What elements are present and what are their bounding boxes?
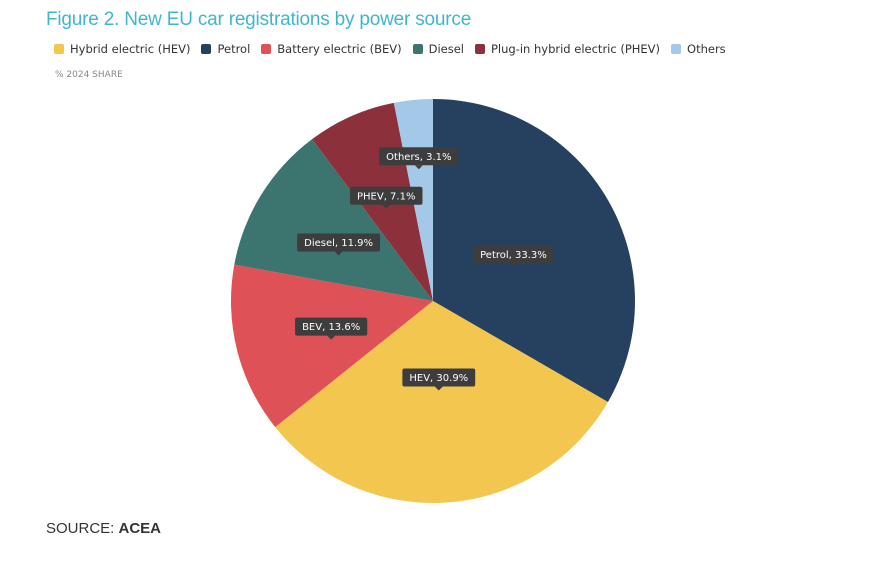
data-label-box: [402, 368, 476, 387]
data-label-text: BEV, 13.6%: [302, 322, 360, 333]
pie-slice-hev[interactable]: [275, 301, 608, 503]
data-label-box: [379, 147, 459, 166]
legend-item-2[interactable]: Battery electric (BEV): [261, 42, 402, 56]
legend-label: Diesel: [428, 42, 464, 56]
chart-legend: Hybrid electric (HEV) Petrol Battery elect…: [54, 42, 737, 56]
legend-swatch: [412, 44, 423, 54]
legend-swatch: [671, 44, 682, 54]
data-label-pointer: [334, 251, 343, 256]
legend-swatch: [54, 44, 64, 54]
legend-label: Hybrid electric (HEV): [70, 42, 191, 56]
data-label-pointer: [414, 165, 423, 170]
data-label-diesel: Diesel, 11.9%: [297, 233, 381, 256]
legend-swatch: [201, 44, 212, 54]
data-label-pointer: [434, 386, 443, 391]
data-label-text: Diesel, 11.9%: [304, 238, 373, 249]
pie-slice-bev[interactable]: [231, 264, 433, 428]
data-label-box: [297, 233, 381, 252]
legend-label: Petrol: [217, 42, 251, 56]
chart-subtitle: % 2024 SHARE: [55, 70, 123, 80]
data-label-pointer: [509, 263, 518, 268]
data-label-hev: HEV, 30.9%: [402, 368, 476, 391]
data-label-bev: BEV, 13.6%: [295, 317, 368, 340]
data-label-pointer: [382, 204, 391, 209]
data-label-box: [473, 245, 554, 264]
data-label-pointer: [327, 335, 336, 340]
data-label-petrol: Petrol, 33.3%: [473, 245, 554, 268]
source-name: ACEA: [118, 520, 162, 537]
legend-item-0[interactable]: Hybrid electric (HEV): [54, 42, 190, 56]
data-label-box: [295, 317, 368, 336]
source-prefix: SOURCE:: [46, 520, 119, 537]
legend-label: Battery electric (BEV): [277, 42, 402, 56]
chart-title: Figure 2. New EU car registrations by po…: [46, 9, 472, 30]
legend-item-4[interactable]: Plug-in hybrid electric (PHEV): [474, 42, 661, 56]
legend-swatch: [261, 44, 272, 54]
legend-label: Others: [687, 42, 726, 56]
data-label-box: [349, 186, 423, 205]
data-label-phev: PHEV, 7.1%: [349, 186, 423, 209]
pie-slice-diesel[interactable]: [234, 139, 433, 301]
data-label-text: Others, 3.1%: [386, 152, 451, 163]
source-note: SOURCE: ACEA: [46, 520, 161, 537]
data-label-text: Petrol, 33.3%: [480, 250, 547, 261]
data-label-others: Others, 3.1%: [379, 147, 459, 170]
data-label-text: PHEV, 7.1%: [357, 191, 415, 202]
legend-swatch: [474, 44, 485, 54]
legend-item-1[interactable]: Petrol: [201, 42, 250, 56]
legend-label: Plug-in hybrid electric (PHEV): [490, 42, 661, 56]
legend-item-3[interactable]: Diesel: [412, 42, 464, 56]
data-label-text: HEV, 30.9%: [409, 373, 468, 384]
legend-item-5[interactable]: Others: [671, 42, 726, 56]
